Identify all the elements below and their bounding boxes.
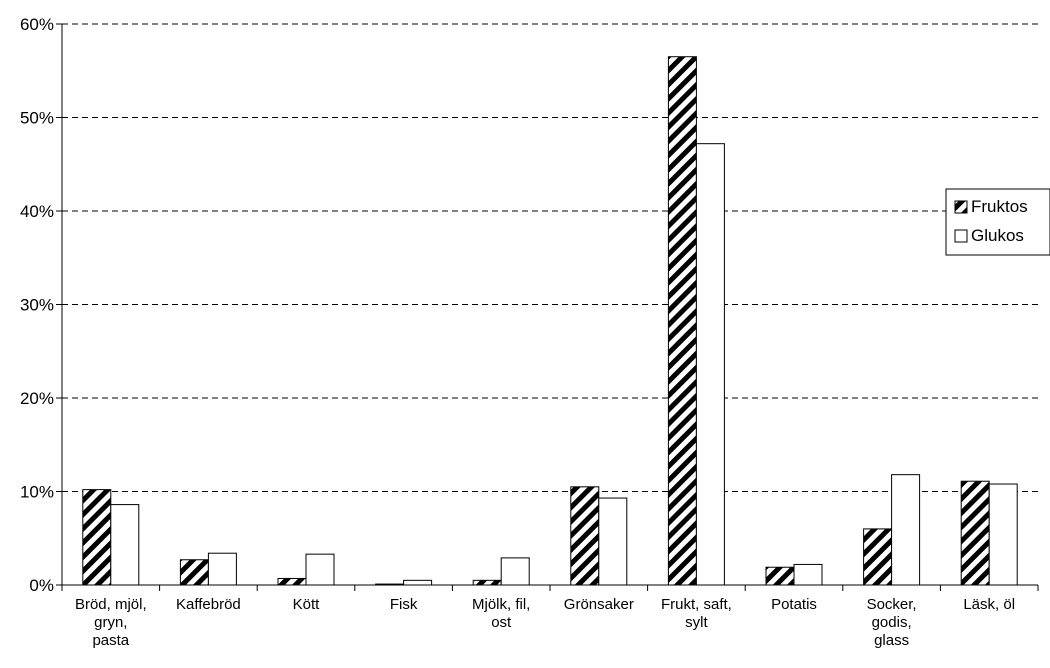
bar-glukos bbox=[305, 553, 335, 586]
bar-glukos bbox=[793, 563, 823, 586]
bar-fruktos bbox=[570, 486, 600, 586]
y-tick-label: 40% bbox=[20, 202, 54, 221]
category-label: Kött bbox=[293, 596, 321, 613]
legend: Fruktos Glukos bbox=[945, 188, 1050, 256]
bar-fruktos bbox=[765, 566, 795, 586]
category-label: Läsk, öl bbox=[963, 596, 1015, 613]
category-label: Socker, godis, glass bbox=[867, 596, 917, 649]
bar-glukos bbox=[988, 483, 1018, 586]
legend-label-fruktos: Fruktos bbox=[971, 197, 1028, 216]
category-label: Potatis bbox=[771, 596, 817, 613]
bars bbox=[82, 56, 1018, 586]
bar-fruktos bbox=[179, 559, 209, 586]
legend-swatch-fruktos bbox=[954, 200, 968, 214]
y-tick-labels: 0% 10% 20% 30% 40% 50% 60% bbox=[20, 15, 54, 595]
bar-glukos bbox=[110, 504, 140, 586]
bar-fruktos bbox=[960, 480, 990, 586]
category-labels: Bröd, mjöl, gryn, pasta Kaffebröd Kött Fisk Mj… bbox=[75, 596, 1015, 649]
category-label: Kaffebröd bbox=[176, 596, 241, 613]
bar-fruktos bbox=[82, 489, 112, 586]
y-tick-label: 0% bbox=[29, 576, 54, 595]
bar-glukos bbox=[598, 497, 628, 586]
axes bbox=[56, 23, 1039, 591]
bar-glukos bbox=[500, 557, 530, 586]
legend-box bbox=[945, 188, 1050, 256]
category-label: Mjölk, fil, ost bbox=[472, 596, 530, 631]
bar-glukos bbox=[207, 552, 237, 586]
bar-fruktos bbox=[667, 56, 697, 586]
category-label: Grönsaker bbox=[564, 596, 634, 613]
bar-fruktos bbox=[277, 577, 307, 586]
category-label: Frukt, saft, sylt bbox=[661, 596, 732, 631]
category-label: Fisk bbox=[390, 596, 418, 613]
legend-swatch-glukos bbox=[954, 229, 968, 243]
y-tick-label: 30% bbox=[20, 296, 54, 315]
y-tick-label: 60% bbox=[20, 15, 54, 34]
bar-glukos bbox=[403, 579, 433, 586]
bar-fruktos bbox=[472, 579, 502, 586]
category-label: Bröd, mjöl, gryn, pasta bbox=[75, 596, 147, 649]
y-tick-label: 10% bbox=[20, 483, 54, 502]
y-tick-label: 20% bbox=[20, 389, 54, 408]
y-tick-label: 50% bbox=[20, 109, 54, 128]
bar-glukos bbox=[891, 474, 921, 586]
gridlines bbox=[62, 23, 1038, 492]
bar-fruktos bbox=[863, 528, 893, 586]
bar-glukos bbox=[695, 143, 725, 586]
legend-label-glukos: Glukos bbox=[971, 226, 1024, 245]
